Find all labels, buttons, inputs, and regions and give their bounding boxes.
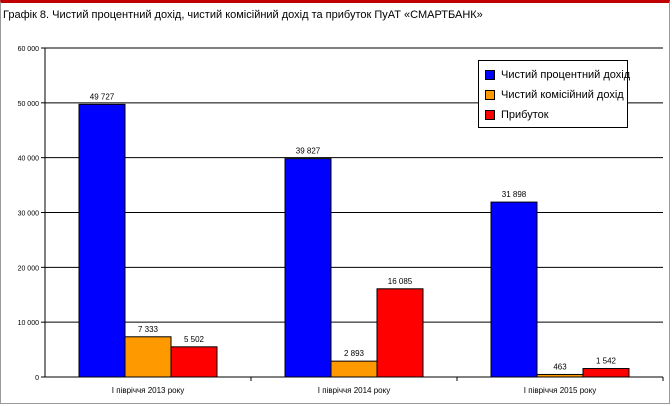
- legend-swatch: [485, 70, 495, 80]
- legend-label: Прибуток: [501, 109, 549, 121]
- chart-legend: Чистий процентний дохід Чистий комісійни…: [478, 60, 631, 128]
- bar: [490, 201, 538, 378]
- legend-item: Чистий комісійний дохід: [485, 85, 627, 105]
- legend-label: Чистий процентний дохід: [501, 69, 631, 81]
- y-tick-label: 0: [35, 375, 39, 382]
- data-label: 5 502: [184, 335, 205, 344]
- data-label: 16 085: [388, 277, 413, 286]
- data-label: 39 827: [296, 147, 321, 156]
- bar: [376, 288, 424, 378]
- legend-swatch: [485, 110, 495, 120]
- bar: [582, 368, 630, 378]
- y-tick-label: 30 000: [18, 211, 40, 218]
- bar: [124, 336, 172, 378]
- data-label: 1 542: [596, 357, 617, 366]
- y-tick-label: 10 000: [18, 320, 40, 327]
- y-tick-label: 20 000: [18, 265, 40, 272]
- y-tick-label: 50 000: [18, 101, 40, 108]
- chart-title: Графік 8. Чистий процентний дохід, чисти…: [3, 9, 483, 21]
- x-tick-label: I півріччя 2013 року: [112, 386, 184, 395]
- y-tick-label: 40 000: [18, 156, 40, 163]
- legend-item: Прибуток: [485, 105, 627, 125]
- legend-swatch: [485, 90, 495, 100]
- y-tick-label: 60 000: [18, 46, 40, 53]
- bar: [536, 373, 584, 378]
- legend-item: Чистий процентний дохід: [485, 65, 631, 85]
- bar: [78, 103, 126, 378]
- data-label: 7 333: [138, 325, 159, 334]
- data-label: 49 727: [90, 92, 115, 101]
- data-label: 463: [553, 362, 567, 371]
- x-tick-label: I півріччя 2014 року: [318, 386, 390, 395]
- bar: [284, 158, 332, 378]
- legend-label: Чистий комісійний дохід: [501, 89, 624, 101]
- bar: [330, 360, 378, 378]
- data-label: 31 898: [502, 190, 527, 199]
- data-label: 2 893: [344, 349, 365, 358]
- bar: [170, 346, 218, 378]
- x-tick-label: I півріччя 2015 року: [524, 386, 596, 395]
